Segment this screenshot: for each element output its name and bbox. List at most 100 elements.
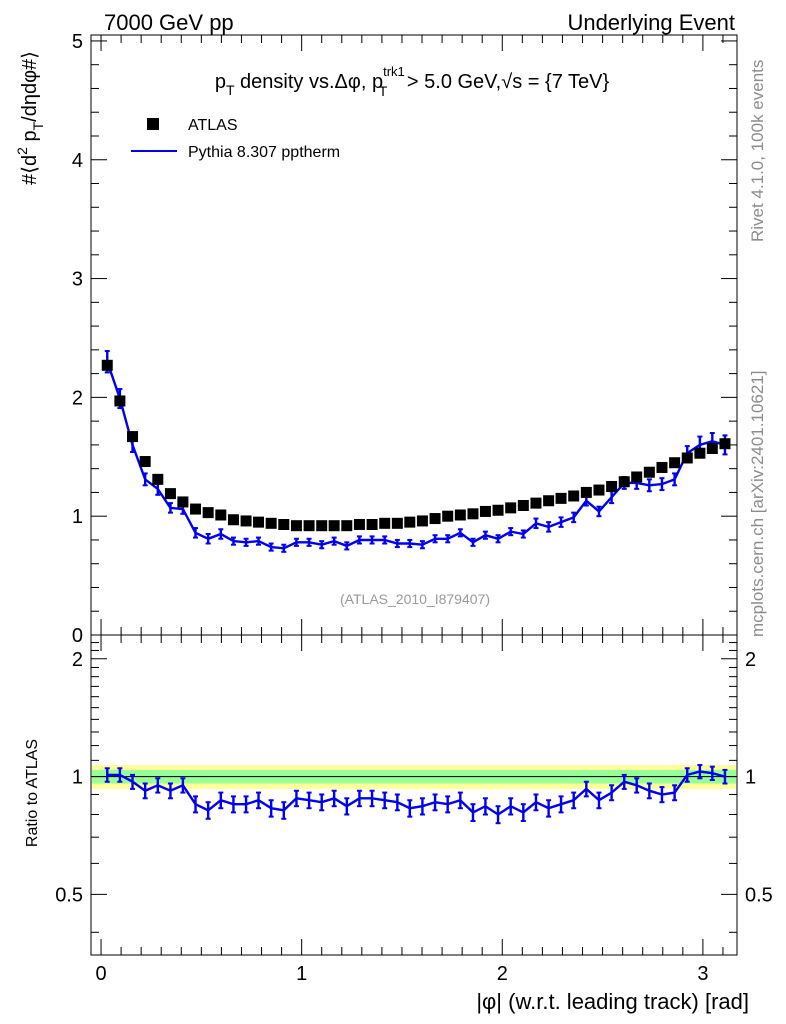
title-end: s = {7 TeV} bbox=[512, 71, 609, 93]
ratio-y-tick-label: 1 bbox=[72, 767, 83, 789]
x-tick-label: 0 bbox=[95, 963, 106, 985]
data-series bbox=[101, 359, 731, 532]
ratio-x-ticks bbox=[100, 635, 724, 955]
main-y-tick-label: 1 bbox=[72, 506, 83, 528]
main-y-tick-label: 5 bbox=[72, 31, 83, 53]
xlabel-bar-1: | bbox=[476, 989, 482, 1014]
legend-atlas-label: ATLAS bbox=[188, 117, 238, 134]
x-axis-label: |φ| (w.r.t. leading track) [rad] bbox=[476, 989, 749, 1014]
data-point bbox=[316, 520, 328, 532]
data-point bbox=[353, 519, 365, 531]
header-right: Underlying Event bbox=[567, 10, 735, 35]
ylabel-sup: 2 bbox=[14, 147, 30, 155]
title-sub-2: T bbox=[379, 83, 388, 99]
data-point bbox=[164, 488, 176, 500]
ratio-x-tick-labels: 0 1 2 3 bbox=[95, 963, 708, 985]
data-point bbox=[580, 486, 592, 498]
data-point bbox=[479, 505, 491, 517]
data-point bbox=[341, 520, 353, 532]
ratio-mc-series bbox=[104, 764, 728, 825]
data-point bbox=[240, 515, 252, 527]
legend-pythia-label: Pythia 8.307 pptherm bbox=[188, 144, 340, 161]
x-tick-label: 1 bbox=[296, 963, 307, 985]
title-sqrt: √ bbox=[501, 71, 512, 93]
data-point bbox=[543, 495, 555, 507]
x-tick-label: 2 bbox=[497, 963, 508, 985]
data-point bbox=[593, 484, 605, 496]
data-point bbox=[278, 519, 290, 531]
ratio-y-tick-label-right: 2 bbox=[745, 649, 756, 671]
data-point bbox=[190, 503, 202, 515]
data-point bbox=[555, 492, 567, 504]
data-point bbox=[429, 513, 441, 525]
main-y-tick-label: 4 bbox=[72, 150, 83, 172]
xlabel-rest: (w.r.t. leading track) [rad] bbox=[502, 989, 749, 1014]
data-point bbox=[253, 516, 265, 528]
data-point bbox=[416, 515, 428, 527]
xlabel-phi: φ bbox=[482, 989, 496, 1014]
title-mid: density vs.Δφ, p bbox=[235, 71, 384, 93]
data-point bbox=[618, 476, 630, 488]
rivet-label: Rivet 4.1.0, 100k events bbox=[748, 60, 767, 242]
data-point bbox=[530, 497, 542, 509]
data-point bbox=[467, 508, 479, 520]
ylabel-c: /dηdφ#⟩ bbox=[19, 51, 41, 122]
main-y-tick-labels: 0 1 2 3 4 5 bbox=[72, 31, 83, 647]
data-point bbox=[202, 507, 214, 519]
mc-series bbox=[104, 350, 728, 553]
data-point bbox=[719, 438, 731, 450]
data-point bbox=[366, 519, 378, 531]
ratio-y-tick-labels: 0.5 0.5 1 1 2 2 bbox=[55, 649, 773, 907]
title-p: p bbox=[215, 71, 226, 93]
data-point bbox=[391, 517, 403, 529]
data-point bbox=[656, 461, 668, 473]
data-point bbox=[492, 504, 504, 516]
ratio-mc-line bbox=[107, 770, 726, 816]
data-point bbox=[303, 520, 315, 532]
data-point bbox=[404, 516, 416, 528]
main-y-tick-label: 2 bbox=[72, 387, 83, 409]
mc-line bbox=[106, 361, 726, 550]
data-point bbox=[706, 442, 718, 454]
data-point bbox=[606, 480, 618, 492]
data-point bbox=[127, 431, 139, 443]
data-point bbox=[152, 473, 164, 485]
data-point bbox=[505, 502, 517, 514]
data-point bbox=[568, 490, 580, 502]
x-tick-label: 3 bbox=[697, 963, 708, 985]
legend-atlas-marker bbox=[147, 118, 159, 130]
ratio-y-label: Ratio to ATLAS bbox=[24, 739, 41, 847]
data-point bbox=[517, 499, 529, 511]
main-y-tick-label: 0 bbox=[72, 625, 83, 647]
data-point bbox=[114, 395, 126, 407]
xlabel-bar-2: | bbox=[496, 989, 502, 1014]
data-point bbox=[694, 447, 706, 459]
analysis-annotation: (ATLAS_2010_I879407) bbox=[340, 591, 490, 607]
data-point bbox=[265, 517, 277, 529]
ylabel-a: #⟨d bbox=[19, 155, 41, 185]
data-point bbox=[631, 471, 643, 483]
data-point bbox=[101, 359, 113, 371]
main-x-ticks bbox=[100, 35, 724, 635]
ratio-frame bbox=[90, 634, 738, 956]
ratio-y-tick-label-right: 1 bbox=[745, 767, 756, 789]
main-y-tick-label: 3 bbox=[72, 269, 83, 291]
main-title: pT density vs.Δφ, ptrk1 T > 5.0 GeV,√s = … bbox=[215, 64, 610, 99]
data-point bbox=[669, 457, 681, 469]
data-point bbox=[379, 517, 391, 529]
title-sup: trk1 bbox=[383, 64, 405, 79]
title-sub-1: T bbox=[226, 82, 235, 98]
ratio-y-tick-label: 0.5 bbox=[55, 884, 83, 906]
data-point bbox=[643, 466, 655, 478]
main-y-label: #⟨d2 pT/dηdφ#⟩ bbox=[14, 51, 46, 185]
ratio-y-tick-label: 2 bbox=[72, 649, 83, 671]
data-point bbox=[177, 496, 189, 508]
ylabel-sub: T bbox=[30, 121, 46, 130]
data-point bbox=[290, 520, 302, 532]
data-point bbox=[227, 514, 239, 526]
data-point bbox=[139, 456, 151, 468]
ratio-panel: 0.5 0.5 1 1 2 2 0 1 2 3 Ratio to ATLAS |φ| (w.r.… bbox=[24, 634, 773, 1014]
header-left: 7000 GeV pp bbox=[104, 10, 234, 35]
